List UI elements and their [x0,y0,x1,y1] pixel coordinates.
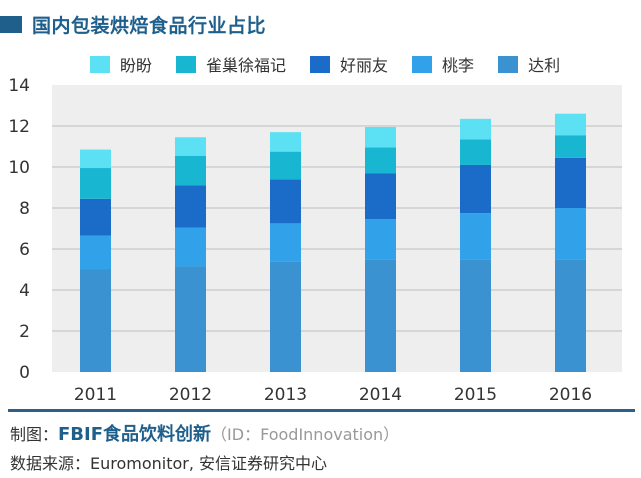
legend-swatch [176,55,197,73]
bar-segment [555,157,586,208]
data-source: 数据来源：Euromonitor, 安信证券研究中心 [10,454,328,473]
x-tick-label: 2015 [454,385,497,405]
title-marker [0,15,22,33]
bar-segment [80,269,111,372]
bar-segment [270,151,301,180]
bar-segment [80,149,111,169]
bar-segment [270,223,301,262]
x-tick-label: 2011 [74,385,117,405]
maker-label: 制图： [10,425,59,444]
legend-label: 达利 [528,56,561,75]
bar-segment [555,208,586,260]
brand-name: FBIF食品饮料创新 [58,424,212,445]
legend-item: 达利 [498,52,560,76]
legend-swatch [412,55,433,73]
x-tick-label: 2014 [359,385,402,405]
legend-swatch [90,55,110,73]
bar-segment [555,135,586,158]
bar-segment [270,261,301,372]
bar-segment [460,164,491,214]
plot-area [52,85,622,372]
bar-segment [555,259,586,372]
y-tick-label: 0 [19,363,30,383]
bar-segment [365,173,396,220]
bar-segment [555,113,586,136]
chart-title: 国内包装烘焙食品行业占比 [32,14,267,37]
legend-item: 桃李 [412,52,474,76]
bar-segment [460,118,491,140]
bar-segment [460,213,491,260]
legend-label: 雀巢徐福记 [206,56,287,75]
credit-line: 制图： FBIF食品饮料创新 （ID：FoodInnovation） [10,420,399,446]
brand-id: （ID：FoodInnovation） [211,425,400,444]
footer-divider [8,409,635,412]
legend-label: 好丽友 [340,56,389,75]
x-tick-label: 2013 [264,385,307,405]
y-tick-label: 4 [19,281,30,301]
bar-segment [175,155,206,186]
x-tick-label: 2012 [169,385,212,405]
legend-item: 雀巢徐福记 [176,52,286,76]
bar-segment [270,179,301,224]
stacked-bar-chart: 0 2 4 6 8 10 12 14 2011 2012 2013 2014 2015 2016 [8,76,622,405]
chart-title-bar: 国内包装烘焙食品行业占比 [0,13,267,37]
legend-swatch [498,55,519,73]
legend-item: 盼盼 [90,52,152,76]
bar-segment [365,259,396,372]
legend-label: 盼盼 [120,56,153,75]
bar-segment [175,137,206,156]
y-tick-label: 14 [8,76,30,96]
legend: 盼盼 雀巢徐福记 好丽友 桃李 达利 [90,52,584,76]
y-tick-label: 6 [19,240,30,260]
bar-segment [175,227,206,267]
bar-segment [80,235,111,270]
bar-segment [460,259,491,372]
bar-segment [80,198,111,236]
y-tick-label: 8 [19,199,30,219]
bar-segment [365,147,396,174]
x-tick-label: 2016 [549,385,592,405]
legend-label: 桃李 [442,56,475,75]
bar-segment [365,219,396,260]
bar-segment [460,139,491,165]
bar-segment [175,185,206,228]
y-tick-label: 10 [8,158,30,178]
bar-segment [175,266,206,372]
bar-segment [80,168,111,199]
bar-segment [365,127,396,148]
y-tick-label: 12 [8,117,30,137]
bar-segment [270,132,301,152]
legend-swatch [310,55,331,73]
legend-item: 好丽友 [310,52,388,76]
y-tick-label: 2 [19,322,30,342]
